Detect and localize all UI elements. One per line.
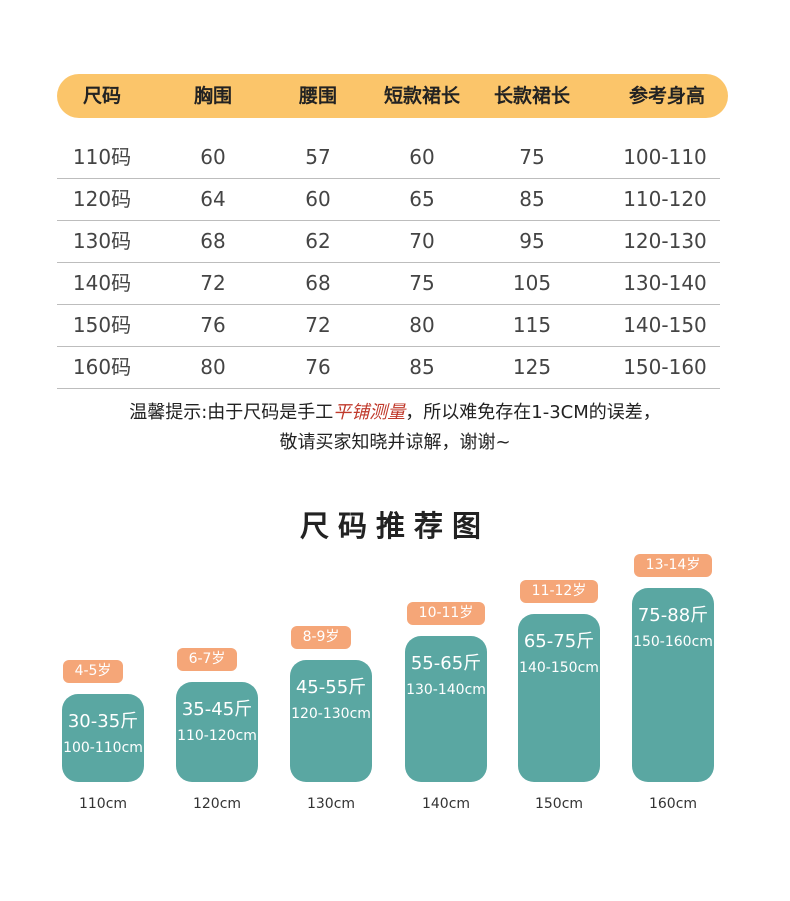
age-badge: 8-9岁 bbox=[291, 626, 351, 649]
base-height-label: 160cm bbox=[648, 796, 698, 812]
cell-short-length: 70 bbox=[409, 229, 435, 253]
cell-short-length: 75 bbox=[409, 271, 435, 295]
base-height-label: 110cm bbox=[78, 796, 128, 812]
base-height-label: 120cm bbox=[192, 796, 242, 812]
cell-short-length: 60 bbox=[409, 145, 435, 169]
cell-ref-height: 120-130 bbox=[623, 229, 707, 253]
cell-chest: 60 bbox=[200, 145, 226, 169]
base-height-label: 130cm bbox=[306, 796, 356, 812]
height-range: 120-130cm bbox=[291, 706, 371, 722]
cell-long-length: 115 bbox=[512, 313, 552, 337]
size-bar: 35-45斤 110-120cm bbox=[176, 682, 258, 782]
size-bar: 75-88斤 150-160cm bbox=[632, 588, 714, 782]
size-bar: 30-35斤 100-110cm bbox=[62, 694, 144, 782]
height-range: 110-120cm bbox=[177, 728, 257, 744]
header-chest: 胸围 bbox=[193, 85, 233, 107]
weight-range: 65-75斤 bbox=[523, 631, 595, 652]
cell-size: 160码 bbox=[72, 355, 132, 379]
cell-chest: 64 bbox=[200, 187, 226, 211]
height-range: 100-110cm bbox=[63, 740, 143, 756]
cell-chest: 80 bbox=[200, 355, 226, 379]
age-badge: 13-14岁 bbox=[634, 554, 712, 577]
note-line-2: 敬请买家知晓并谅解，谢谢~ bbox=[279, 432, 511, 453]
cell-waist: 76 bbox=[305, 355, 331, 379]
cell-short-length: 65 bbox=[409, 187, 435, 211]
cell-long-length: 95 bbox=[519, 229, 545, 253]
cell-short-length: 85 bbox=[409, 355, 435, 379]
cell-ref-height: 150-160 bbox=[623, 355, 707, 379]
recommend-title: 尺码推荐图 bbox=[299, 509, 490, 543]
note-prefix: 温馨提示:由于尺码是手工 bbox=[129, 402, 334, 423]
size-bar: 65-75斤 140-150cm bbox=[518, 614, 600, 782]
cell-long-length: 75 bbox=[519, 145, 545, 169]
cell-short-length: 80 bbox=[409, 313, 435, 337]
cell-waist: 62 bbox=[305, 229, 331, 253]
cell-waist: 57 bbox=[305, 145, 331, 169]
cell-size: 140码 bbox=[72, 271, 132, 295]
height-range: 150-160cm bbox=[633, 634, 713, 650]
table-row: 120码 64 60 65 85 110-120 bbox=[57, 178, 720, 221]
cell-size: 110码 bbox=[72, 145, 132, 169]
cell-waist: 60 bbox=[305, 187, 331, 211]
cell-ref-height: 100-110 bbox=[623, 145, 707, 169]
cell-size: 150码 bbox=[72, 313, 132, 337]
table-row: 110码 60 57 60 75 100-110 bbox=[57, 136, 720, 179]
cell-long-length: 105 bbox=[512, 271, 552, 295]
note-highlight: 平铺测量 bbox=[333, 402, 406, 423]
header-long-length: 长款裙长 bbox=[493, 85, 571, 107]
table-row: 150码 76 72 80 115 140-150 bbox=[57, 304, 720, 347]
cell-ref-height: 130-140 bbox=[623, 271, 707, 295]
base-height-label: 150cm bbox=[534, 796, 584, 812]
header-waist: 腰围 bbox=[298, 85, 338, 107]
cell-long-length: 125 bbox=[512, 355, 552, 379]
weight-range: 35-45斤 bbox=[181, 699, 253, 720]
age-badge: 4-5岁 bbox=[63, 660, 123, 683]
cell-size: 120码 bbox=[72, 187, 132, 211]
weight-range: 75-88斤 bbox=[637, 605, 709, 626]
table-row: 160码 80 76 85 125 150-160 bbox=[57, 346, 720, 389]
cell-ref-height: 140-150 bbox=[623, 313, 707, 337]
height-range: 140-150cm bbox=[519, 660, 599, 676]
header-size: 尺码 bbox=[82, 85, 122, 107]
cell-ref-height: 110-120 bbox=[623, 187, 707, 211]
cell-chest: 68 bbox=[200, 229, 226, 253]
size-bar: 55-65斤 130-140cm bbox=[405, 636, 487, 782]
cell-waist: 68 bbox=[305, 271, 331, 295]
age-badge: 6-7岁 bbox=[177, 648, 237, 671]
header-ref-height: 参考身高 bbox=[628, 85, 706, 107]
cell-chest: 76 bbox=[200, 313, 226, 337]
cell-long-length: 85 bbox=[519, 187, 545, 211]
base-height-label: 140cm bbox=[421, 796, 471, 812]
note-suffix: ，所以难免存在1-3CM的误差， bbox=[405, 402, 661, 423]
table-row: 140码 72 68 75 105 130-140 bbox=[57, 262, 720, 305]
size-bar: 45-55斤 120-130cm bbox=[290, 660, 372, 782]
table-row: 130码 68 62 70 95 120-130 bbox=[57, 220, 720, 263]
age-badge: 11-12岁 bbox=[520, 580, 598, 603]
table-header: 尺码 胸围 腰围 短款裙长 长款裙长 参考身高 bbox=[57, 74, 728, 118]
cell-waist: 72 bbox=[305, 313, 331, 337]
weight-range: 55-65斤 bbox=[410, 653, 482, 674]
height-range: 130-140cm bbox=[406, 682, 486, 698]
note-line-1: 温馨提示:由于尺码是手工平铺测量，所以难免存在1-3CM的误差， bbox=[0, 398, 790, 424]
age-badge: 10-11岁 bbox=[407, 602, 485, 625]
header-short-length: 短款裙长 bbox=[383, 85, 461, 107]
weight-range: 30-35斤 bbox=[67, 711, 139, 732]
cell-chest: 72 bbox=[200, 271, 226, 295]
cell-size: 130码 bbox=[72, 229, 132, 253]
weight-range: 45-55斤 bbox=[295, 677, 367, 698]
